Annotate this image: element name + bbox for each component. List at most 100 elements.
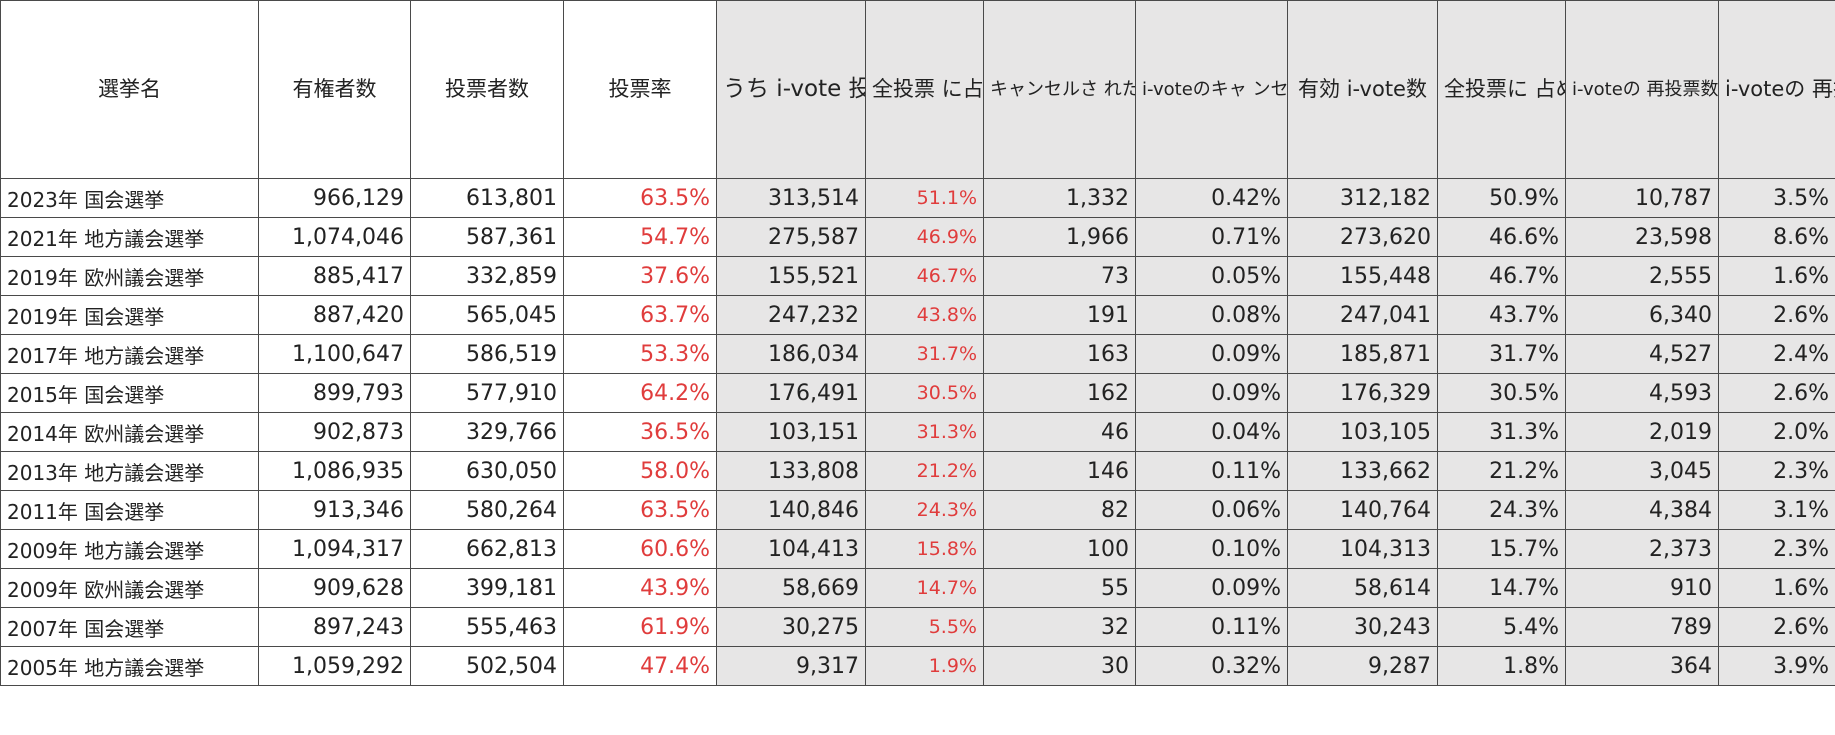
election-name-cell: 2009年 欧州議会選挙 [0, 568, 259, 608]
header-revote-count: i-voteの 再投票数 [1565, 0, 1719, 179]
header-row: 選挙名 有権者数 投票者数 投票率 うち i-vote 投票数 全投票 に占め … [0, 0, 1835, 179]
header-eligible-voters: 有権者数 [258, 0, 411, 179]
turnout-cell: 63.5% [563, 490, 717, 530]
valid-ivote-cell: 176,329 [1287, 373, 1438, 413]
revote-rate-cell: 8.6% [1718, 217, 1835, 257]
cancelled-ivote-cell: 32 [983, 607, 1136, 647]
cancelled-ivote-cell: 146 [983, 451, 1136, 491]
valid-ivote-cell: 155,448 [1287, 256, 1438, 296]
ivote-share-cell: 51.1% [865, 178, 984, 218]
revote-count-cell: 4,527 [1565, 334, 1719, 374]
turnout-cell: 43.9% [563, 568, 717, 608]
revote-rate-cell: 2.6% [1718, 295, 1835, 335]
revote-count-cell: 3,045 [1565, 451, 1719, 491]
revote-rate-cell: 2.3% [1718, 451, 1835, 491]
cancel-rate-cell: 0.06% [1135, 490, 1288, 530]
eligible-voters-cell: 899,793 [258, 373, 411, 413]
header-valid-ivote-share: 全投票に 占める有 効i-vote 投票率 [1437, 0, 1566, 179]
ivote-share-cell: 14.7% [865, 568, 984, 608]
table-row: 2017年 地方議会選挙 1,100,647 586,519 53.3% 186,034… [0, 334, 1835, 374]
eligible-voters-cell: 885,417 [258, 256, 411, 296]
ivote-share-cell: 24.3% [865, 490, 984, 530]
revote-count-cell: 789 [1565, 607, 1719, 647]
cancel-rate-cell: 0.09% [1135, 373, 1288, 413]
valid-ivote-share-cell: 14.7% [1437, 568, 1566, 608]
cancelled-ivote-cell: 73 [983, 256, 1136, 296]
turnout-cell: 58.0% [563, 451, 717, 491]
election-name-cell: 2011年 国会選挙 [0, 490, 259, 530]
valid-ivote-share-cell: 31.7% [1437, 334, 1566, 374]
turnout-cell: 53.3% [563, 334, 717, 374]
revote-rate-cell: 3.9% [1718, 646, 1835, 686]
cancel-rate-cell: 0.11% [1135, 607, 1288, 647]
ivote-count-cell: 186,034 [716, 334, 866, 374]
revote-count-cell: 4,593 [1565, 373, 1719, 413]
voters-cell: 329,766 [410, 412, 564, 452]
table-row: 2019年 欧州議会選挙 885,417 332,859 37.6% 155,521 46… [0, 256, 1835, 296]
cancelled-ivote-cell: 30 [983, 646, 1136, 686]
revote-rate-cell: 2.6% [1718, 373, 1835, 413]
valid-ivote-share-cell: 1.8% [1437, 646, 1566, 686]
ivote-statistics-table: 選挙名 有権者数 投票者数 投票率 うち i-vote 投票数 全投票 に占め … [0, 0, 1835, 686]
turnout-cell: 64.2% [563, 373, 717, 413]
revote-rate-cell: 2.6% [1718, 607, 1835, 647]
voters-cell: 502,504 [410, 646, 564, 686]
cancel-rate-cell: 0.10% [1135, 529, 1288, 569]
revote-count-cell: 10,787 [1565, 178, 1719, 218]
revote-rate-cell: 2.0% [1718, 412, 1835, 452]
ivote-share-cell: 21.2% [865, 451, 984, 491]
ivote-count-cell: 155,521 [716, 256, 866, 296]
valid-ivote-share-cell: 43.7% [1437, 295, 1566, 335]
cancel-rate-cell: 0.11% [1135, 451, 1288, 491]
voters-cell: 399,181 [410, 568, 564, 608]
election-name-cell: 2021年 地方議会選挙 [0, 217, 259, 257]
cancelled-ivote-cell: 82 [983, 490, 1136, 530]
table-row: 2023年 国会選挙 966,129 613,801 63.5% 313,514 51.1… [0, 178, 1835, 218]
valid-ivote-cell: 185,871 [1287, 334, 1438, 374]
ivote-count-cell: 58,669 [716, 568, 866, 608]
eligible-voters-cell: 1,086,935 [258, 451, 411, 491]
turnout-cell: 60.6% [563, 529, 717, 569]
ivote-share-cell: 46.7% [865, 256, 984, 296]
ivote-share-cell: 46.9% [865, 217, 984, 257]
revote-rate-cell: 2.3% [1718, 529, 1835, 569]
valid-ivote-share-cell: 31.3% [1437, 412, 1566, 452]
cancelled-ivote-cell: 1,332 [983, 178, 1136, 218]
eligible-voters-cell: 1,074,046 [258, 217, 411, 257]
revote-rate-cell: 3.1% [1718, 490, 1835, 530]
eligible-voters-cell: 1,059,292 [258, 646, 411, 686]
election-name-cell: 2013年 地方議会選挙 [0, 451, 259, 491]
election-name-cell: 2014年 欧州議会選挙 [0, 412, 259, 452]
turnout-cell: 61.9% [563, 607, 717, 647]
turnout-cell: 63.7% [563, 295, 717, 335]
cancelled-ivote-cell: 163 [983, 334, 1136, 374]
voters-cell: 586,519 [410, 334, 564, 374]
voters-cell: 613,801 [410, 178, 564, 218]
cancel-rate-cell: 0.08% [1135, 295, 1288, 335]
header-ivote-count: うち i-vote 投票数 [716, 0, 866, 179]
cancelled-ivote-cell: 46 [983, 412, 1136, 452]
valid-ivote-share-cell: 46.6% [1437, 217, 1566, 257]
ivote-count-cell: 30,275 [716, 607, 866, 647]
ivote-share-cell: 31.3% [865, 412, 984, 452]
header-valid-ivote: 有効 i-vote数 [1287, 0, 1438, 179]
cancelled-ivote-cell: 191 [983, 295, 1136, 335]
turnout-cell: 47.4% [563, 646, 717, 686]
valid-ivote-share-cell: 15.7% [1437, 529, 1566, 569]
cancel-rate-cell: 0.04% [1135, 412, 1288, 452]
valid-ivote-share-cell: 46.7% [1437, 256, 1566, 296]
cancelled-ivote-cell: 1,966 [983, 217, 1136, 257]
valid-ivote-share-cell: 5.4% [1437, 607, 1566, 647]
eligible-voters-cell: 902,873 [258, 412, 411, 452]
voters-cell: 577,910 [410, 373, 564, 413]
voters-cell: 630,050 [410, 451, 564, 491]
election-name-cell: 2005年 地方議会選挙 [0, 646, 259, 686]
table-row: 2013年 地方議会選挙 1,086,935 630,050 58.0% 133,808… [0, 451, 1835, 491]
valid-ivote-cell: 58,614 [1287, 568, 1438, 608]
cancel-rate-cell: 0.32% [1135, 646, 1288, 686]
ivote-share-cell: 1.9% [865, 646, 984, 686]
valid-ivote-share-cell: 21.2% [1437, 451, 1566, 491]
ivote-count-cell: 133,808 [716, 451, 866, 491]
ivote-count-cell: 247,232 [716, 295, 866, 335]
revote-count-cell: 364 [1565, 646, 1719, 686]
